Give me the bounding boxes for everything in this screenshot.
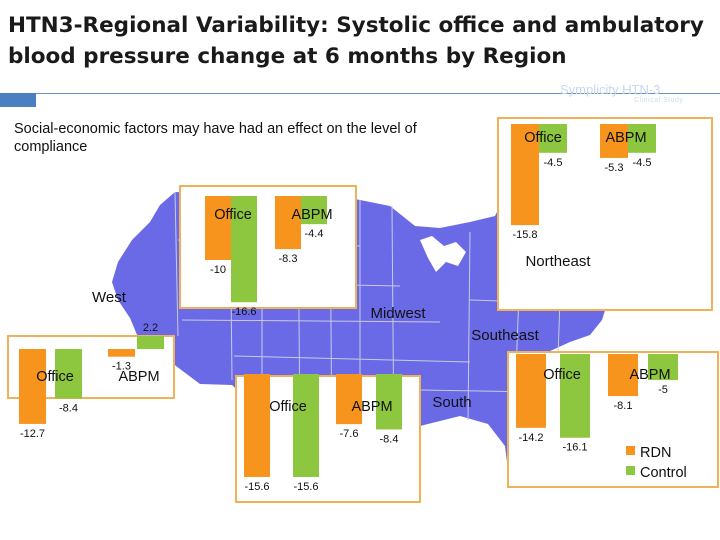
study-logo: Symplicity HTN-3: [560, 82, 661, 97]
region-label-midwest: Midwest: [370, 305, 426, 322]
category-label-southeast-office: Office: [543, 367, 581, 383]
compliance-note: Social-economic factors may have had an …: [14, 121, 417, 155]
data-label-west-abpm-control: 2.2: [143, 322, 158, 334]
bar-south-abpm-rdn: [336, 374, 362, 425]
bar-west-abpm-control: [137, 336, 164, 349]
category-label-west-office: Office: [36, 369, 74, 385]
category-label-south-office: Office: [269, 399, 307, 415]
category-label-south-abpm: ABPM: [351, 399, 392, 415]
bar-northeast-office-control: [539, 124, 567, 153]
region-label-southeast: Southeast: [471, 327, 539, 344]
data-label-south-abpm-rdn: -7.6: [340, 428, 359, 440]
bar-west-office-control: [55, 349, 82, 399]
legend-swatch-rdn: [626, 446, 635, 455]
chart-labels: -15.8 -4.5 Office -5.3 -4.5 ABPM Northeast -10 -…: [20, 130, 671, 493]
category-label-west-abpm: ABPM: [118, 369, 159, 385]
region-label-northeast: Northeast: [525, 253, 591, 270]
bar-northeast-office-rdn: [511, 124, 539, 226]
great-lakes: [420, 236, 466, 272]
slide-title: HTN3-Regional Variability: Systolic offi…: [8, 13, 704, 69]
bar-south-office-control: [293, 374, 319, 477]
region-label-south: South: [432, 394, 471, 411]
bar-south-abpm-control: [376, 374, 402, 430]
bar-northeast-abpm-control: [628, 124, 656, 153]
data-label-midwest-abpm-rdn: -8.3: [279, 253, 298, 265]
category-label-southeast-abpm: ABPM: [629, 367, 670, 383]
data-label-southeast-office-control: -16.1: [562, 442, 587, 454]
bar-southeast-office-rdn: [516, 354, 546, 428]
category-label-northeast-office: Office: [524, 130, 562, 146]
data-label-west-abpm-rdn: -1.3: [112, 361, 131, 373]
study-logo-subtitle: Clinical Study: [634, 97, 684, 104]
data-label-west-office-rdn: -12.7: [20, 428, 45, 440]
category-label-northeast-abpm: ABPM: [605, 130, 646, 146]
bar-southeast-abpm-rdn: [608, 354, 638, 397]
legend-swatch-control: [626, 466, 635, 475]
legend-label-control: Control: [640, 465, 687, 481]
legend-label-rdn: RDN: [640, 445, 671, 461]
category-label-midwest-abpm: ABPM: [291, 207, 332, 223]
bar-southeast-abpm-control: [648, 354, 678, 380]
data-label-south-abpm-control: -8.4: [380, 433, 399, 445]
bar-midwest-abpm-control: [301, 196, 327, 225]
bar-south-office-rdn: [244, 374, 270, 477]
data-label-west-office-control: -8.4: [59, 403, 78, 415]
data-label-south-office-control: -15.6: [293, 481, 318, 493]
accent-block: [0, 93, 36, 107]
bar-west-office-rdn: [19, 349, 46, 424]
bar-midwest-office-rdn: [205, 196, 231, 260]
data-label-northeast-abpm-rdn: -5.3: [605, 162, 624, 174]
data-label-midwest-office-control: -16.6: [231, 306, 256, 318]
bar-marks: [19, 124, 678, 477]
data-label-northeast-abpm-control: -4.5: [633, 157, 652, 169]
bar-northeast-abpm-rdn: [600, 124, 628, 158]
bar-midwest-abpm-rdn: [275, 196, 301, 250]
data-label-southeast-office-rdn: -14.2: [518, 432, 543, 444]
data-label-southeast-abpm-rdn: -8.1: [614, 400, 633, 412]
region-label-west: West: [92, 289, 127, 306]
data-label-northeast-office-rdn: -15.8: [512, 229, 537, 241]
bar-midwest-office-control: [231, 196, 257, 303]
bar-southeast-office-control: [560, 354, 590, 438]
data-label-south-office-rdn: -15.6: [244, 481, 269, 493]
data-label-midwest-office-rdn: -10: [210, 264, 226, 276]
category-label-midwest-office: Office: [214, 207, 252, 223]
legend: RDN Control: [626, 445, 687, 481]
data-label-southeast-abpm-control: -5: [658, 384, 668, 396]
bar-west-abpm-rdn: [108, 349, 135, 357]
data-label-midwest-abpm-control: -4.4: [305, 228, 324, 240]
data-label-northeast-office-control: -4.5: [544, 157, 563, 169]
title-divider: [0, 93, 720, 94]
